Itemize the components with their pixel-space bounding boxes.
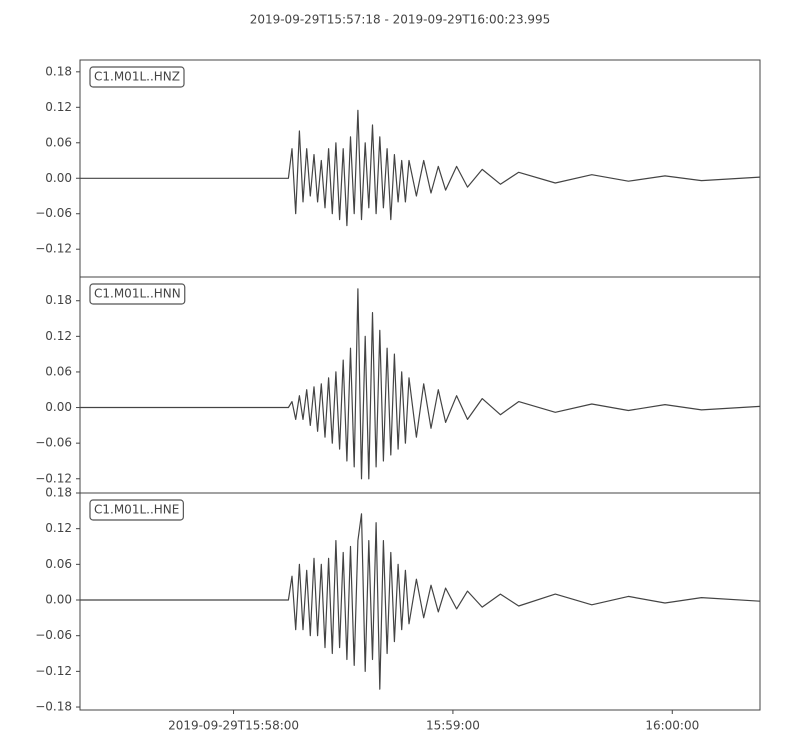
x-tick-label: 2019-09-29T15:58:00 xyxy=(168,719,299,733)
y-tick-label: 0.12 xyxy=(45,521,72,535)
station-label-box xyxy=(89,283,186,305)
station-label-box xyxy=(89,499,184,521)
y-tick-label: −0.06 xyxy=(35,628,72,642)
y-tick-label: −0.06 xyxy=(35,206,72,220)
station-label: C1.M01L..HNZ xyxy=(94,70,180,84)
station-label: C1.M01L..HNE xyxy=(94,503,179,517)
trace-group xyxy=(80,513,760,690)
y-tick-label: 0.12 xyxy=(45,100,72,114)
y-tick-label: 0.18 xyxy=(45,64,72,78)
y-tick-label: −0.18 xyxy=(35,700,72,714)
y-tick-label: −0.12 xyxy=(35,242,72,256)
y-tick-label: 0.00 xyxy=(45,593,72,607)
y-tick-label: 0.06 xyxy=(45,135,72,149)
y-tick-label: 0.12 xyxy=(45,329,72,343)
waveform xyxy=(80,513,760,690)
panel-frame xyxy=(79,59,761,278)
station-label: C1.M01L..HNN xyxy=(94,287,181,301)
station-label-box xyxy=(89,66,185,88)
trace-group xyxy=(80,109,760,227)
y-tick-label: −0.12 xyxy=(35,664,72,678)
y-tick-label: 0.00 xyxy=(45,171,72,185)
waveform xyxy=(80,109,760,227)
y-tick-label: −0.06 xyxy=(35,436,72,450)
y-tick-label: 0.00 xyxy=(45,400,72,414)
panel-frame xyxy=(79,492,761,711)
y-tick-label: 0.18 xyxy=(45,486,72,500)
panel-frame xyxy=(79,276,761,494)
y-tick-label: 0.06 xyxy=(45,557,72,571)
figure-title: 2019-09-29T15:57:18 - 2019-09-29T16:00:2… xyxy=(250,13,551,27)
y-tick-label: 0.06 xyxy=(45,364,72,378)
y-tick-label: −0.12 xyxy=(35,471,72,485)
waveform xyxy=(80,288,760,480)
y-tick-label: 0.18 xyxy=(45,293,72,307)
trace-group xyxy=(80,288,760,480)
x-tick-label: 16:00:00 xyxy=(645,719,699,733)
x-tick-label: 15:59:00 xyxy=(426,719,480,733)
